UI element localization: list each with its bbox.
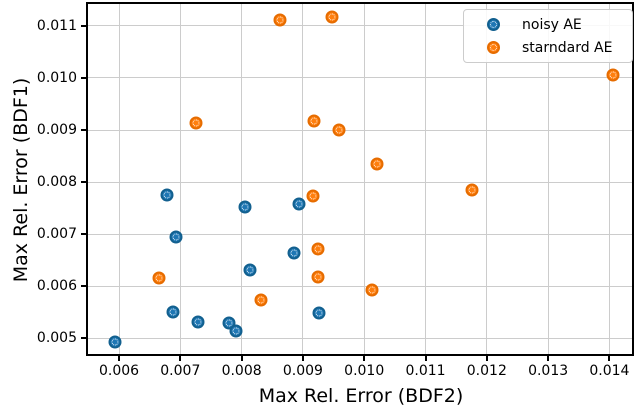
scatter-point (108, 335, 122, 349)
x-tick-mark (424, 356, 427, 361)
scatter-point (254, 293, 268, 307)
gridline-horizontal (88, 337, 634, 339)
gridline-vertical (179, 4, 181, 356)
y-tick-label: 0.006 (36, 278, 77, 294)
scatter-point (287, 246, 301, 260)
y-tick-label: 0.009 (36, 122, 77, 138)
scatter-point (273, 13, 287, 27)
scatter-point (169, 230, 183, 244)
y-tick-mark (81, 337, 86, 339)
scatter-point (311, 270, 325, 284)
x-tick-mark (179, 356, 182, 361)
x-tick-label: 0.008 (221, 363, 262, 379)
scatter-point (606, 68, 620, 82)
y-tick-label: 0.008 (36, 174, 77, 190)
scatter-point (307, 114, 321, 128)
x-tick-mark (608, 356, 611, 361)
gridline-horizontal (88, 233, 634, 235)
legend-item-noisy-ae: noisy AE (464, 13, 632, 36)
gridline-horizontal (88, 181, 634, 183)
y-tick-mark (81, 129, 86, 131)
gridline-horizontal (88, 25, 634, 27)
gridline-horizontal (88, 285, 634, 287)
scatter-point (189, 116, 203, 130)
y-tick-label: 0.005 (36, 330, 77, 346)
scatter-point (325, 10, 339, 24)
scatter-point (166, 305, 180, 319)
x-tick-mark (301, 356, 304, 361)
scatter-point (160, 188, 174, 202)
gridline-vertical (118, 4, 120, 356)
legend-label-starndard-ae: starndard AE (522, 39, 613, 56)
scatter-point (292, 197, 306, 211)
y-tick-label: 0.007 (36, 226, 77, 242)
y-tick-mark (81, 76, 86, 79)
scatter-point (229, 324, 243, 338)
scatter-point (311, 242, 325, 256)
y-tick-mark (81, 285, 86, 287)
x-tick-label: 0.009 (282, 363, 323, 379)
gridline-vertical (425, 4, 427, 356)
scatter-point (306, 189, 320, 203)
x-tick-label: 0.012 (466, 363, 507, 379)
scatter-point (191, 315, 205, 329)
y-tick-label: 0.011 (36, 17, 77, 34)
y-axis-label: Max Rel. Error (BDF1) (10, 77, 32, 283)
x-tick-mark (547, 356, 550, 361)
gridline-vertical (608, 4, 610, 356)
x-tick-label: 0.006 (98, 363, 140, 379)
scatter-point (312, 306, 326, 320)
gridline-vertical (486, 4, 488, 356)
legend-marker-noisy-ae-icon (487, 18, 500, 31)
plot-area (88, 4, 634, 356)
y-tick-label: 0.010 (36, 69, 77, 86)
x-tick-mark (118, 356, 121, 361)
scatter-point (465, 183, 479, 197)
gridline-vertical (302, 4, 304, 356)
gridline-vertical (363, 4, 365, 356)
y-tick-mark (81, 233, 86, 235)
gridline-vertical (241, 4, 243, 356)
x-tick-label: 0.007 (160, 363, 201, 379)
y-tick-mark (81, 181, 86, 183)
x-tick-mark (363, 356, 366, 361)
scatter-point (370, 157, 384, 171)
legend: noisy AE starndard AE (463, 9, 633, 63)
x-tick-mark (240, 356, 243, 361)
x-tick-label: 0.011 (405, 363, 446, 379)
scatter-point (238, 200, 252, 214)
scatter-point (243, 263, 257, 277)
x-tick-mark (485, 356, 488, 361)
legend-label-noisy-ae: noisy AE (522, 16, 582, 33)
x-tick-label: 0.013 (528, 363, 569, 379)
gridline-horizontal (88, 77, 634, 79)
x-tick-label: 0.010 (344, 363, 385, 379)
legend-marker-starndard-ae-icon (487, 41, 500, 54)
x-axis-label: Max Rel. Error (BDF2) (258, 385, 464, 407)
gridline-vertical (547, 4, 549, 356)
scatter-point (365, 283, 379, 297)
legend-item-starndard-ae: starndard AE (464, 36, 632, 59)
scatter-point (332, 123, 346, 137)
y-tick-mark (81, 24, 86, 27)
scatter-point (152, 271, 166, 285)
gridline-horizontal (88, 129, 634, 131)
x-tick-label: 0.014 (589, 363, 630, 379)
